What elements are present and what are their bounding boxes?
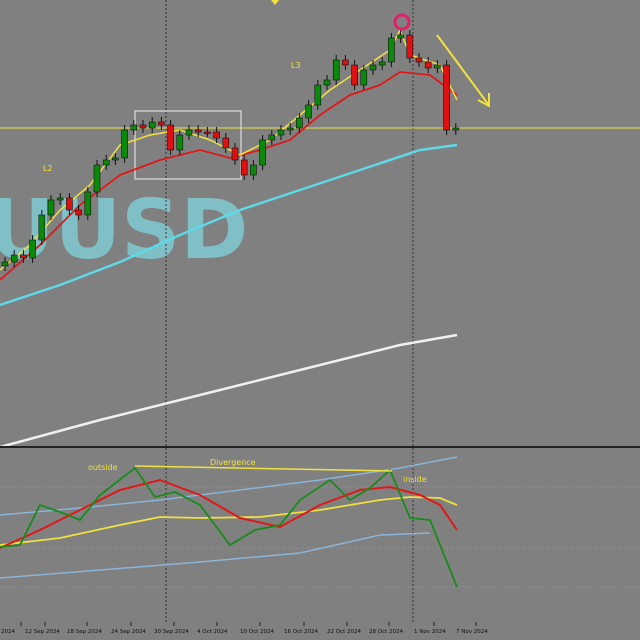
x-tick-label: 4 Oct 2024 bbox=[197, 629, 228, 635]
candle-body bbox=[369, 64, 377, 71]
candle-body bbox=[167, 124, 174, 151]
candle-body bbox=[332, 59, 340, 81]
candle-body bbox=[406, 34, 414, 59]
candle-body bbox=[314, 84, 322, 106]
candle-body bbox=[296, 117, 303, 129]
divergence-line bbox=[134, 465, 393, 472]
candle-body bbox=[231, 147, 239, 161]
candle-body bbox=[323, 79, 331, 86]
candle-body bbox=[38, 214, 46, 241]
candle-body bbox=[378, 61, 386, 66]
label-l2: L2 bbox=[43, 164, 53, 173]
label-inside: inside bbox=[403, 475, 427, 484]
top-marker bbox=[393, 13, 411, 31]
candle-body bbox=[259, 139, 266, 166]
candle-body bbox=[185, 129, 193, 136]
oscillator-fast bbox=[0, 466, 458, 588]
candle-body bbox=[452, 127, 460, 131]
ma-200 bbox=[0, 333, 458, 449]
candle-body bbox=[360, 69, 368, 86]
x-tick-label: 16 Oct 2024 bbox=[284, 629, 319, 635]
x-tick-label: 22 Oct 2024 bbox=[327, 629, 362, 635]
candle-body bbox=[1, 261, 9, 267]
candle-body bbox=[20, 254, 27, 259]
candle-body bbox=[424, 61, 432, 69]
candle-body bbox=[415, 57, 423, 63]
marker bbox=[271, 0, 279, 5]
candle-body bbox=[10, 254, 18, 263]
candle-body bbox=[443, 64, 450, 131]
candle-body bbox=[66, 197, 73, 211]
candle-body bbox=[158, 121, 165, 126]
x-tick-label: 18 Sep 2024 bbox=[67, 629, 102, 635]
candle-body bbox=[47, 199, 55, 216]
candle-body bbox=[397, 34, 404, 39]
oscillator-slow bbox=[0, 478, 458, 549]
candle-body bbox=[84, 191, 92, 216]
x-tick-label: 24 Sep 2024 bbox=[111, 629, 146, 635]
candle-body bbox=[148, 121, 156, 129]
candle-body bbox=[29, 239, 36, 259]
candles bbox=[1, 30, 460, 271]
candle-body bbox=[268, 134, 276, 141]
candle-body bbox=[240, 159, 248, 176]
ma-9 bbox=[0, 28, 458, 271]
x-tick-label: 1 Nov 2024 bbox=[414, 629, 446, 635]
candle-body bbox=[277, 129, 285, 136]
x-tick-label: 30 Sep 2024 bbox=[154, 629, 189, 635]
candle-body bbox=[130, 124, 138, 131]
candle-body bbox=[286, 127, 294, 131]
candle-body bbox=[388, 37, 395, 63]
x-tick-label: 12 Sep 2024 bbox=[25, 629, 60, 635]
candle-body bbox=[250, 164, 257, 176]
candle-body bbox=[176, 134, 184, 151]
candle-body bbox=[213, 131, 220, 139]
label-outside: outside bbox=[88, 463, 118, 472]
candle-body bbox=[222, 137, 230, 149]
candle-body bbox=[112, 157, 119, 161]
candle-body bbox=[351, 64, 358, 86]
ma-50 bbox=[0, 143, 458, 307]
arrow-head bbox=[477, 93, 490, 108]
candle-body bbox=[75, 209, 82, 216]
candle-body bbox=[204, 131, 211, 134]
range-box bbox=[134, 110, 242, 180]
candle-body bbox=[56, 197, 64, 201]
x-tick-label: 10 Oct 2024 bbox=[240, 629, 275, 635]
candle-body bbox=[342, 59, 349, 66]
signal-line bbox=[0, 496, 458, 546]
arrow bbox=[436, 34, 489, 105]
candle-body bbox=[194, 129, 202, 133]
x-tick-label: 28 Oct 2024 bbox=[369, 629, 404, 635]
label-divergence: Divergence bbox=[210, 458, 256, 467]
candle-body bbox=[93, 164, 101, 193]
candle-body bbox=[102, 159, 110, 166]
watermark: UUSD bbox=[0, 183, 248, 278]
band-lower bbox=[0, 532, 431, 579]
candle-body bbox=[305, 104, 312, 119]
x-tick-label: 7 Nov 2024 bbox=[456, 629, 488, 635]
x-tick-label: 2024 bbox=[1, 629, 15, 635]
band-upper bbox=[0, 456, 458, 516]
candle-body bbox=[434, 64, 441, 69]
x-axis: 2024 12 Sep 2024 18 Sep 2024 24 Sep 2024 30 … bbox=[1, 622, 488, 635]
candle-body bbox=[121, 129, 128, 159]
candle-body bbox=[139, 124, 147, 129]
label-l3: L3 bbox=[291, 61, 301, 70]
